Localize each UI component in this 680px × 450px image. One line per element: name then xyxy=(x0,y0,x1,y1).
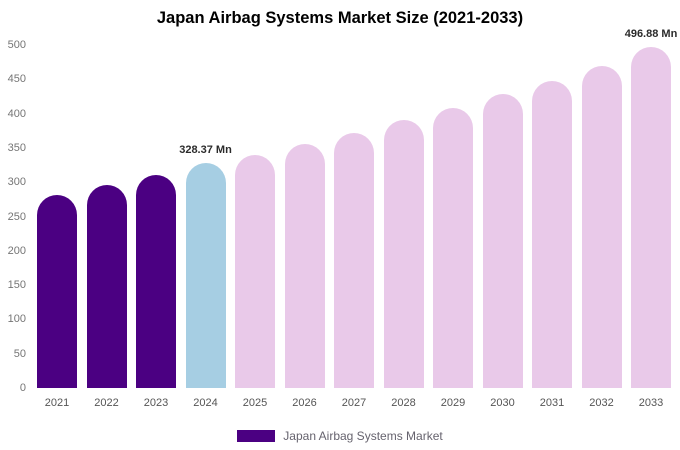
x-tick-label: 2032 xyxy=(589,397,614,409)
y-tick-label: 300 xyxy=(7,176,26,189)
legend-label: Japan Airbag Systems Market xyxy=(283,429,443,443)
x-tick-label: 2030 xyxy=(490,397,515,409)
bar-2033[interactable] xyxy=(631,47,671,388)
bar-2029[interactable] xyxy=(433,108,473,388)
bar-2027[interactable] xyxy=(334,132,374,388)
bar-2026[interactable] xyxy=(284,144,325,388)
bar-value-label: 328.37 Mn xyxy=(179,143,232,156)
legend[interactable]: Japan Airbag Systems Market xyxy=(0,429,680,443)
y-tick-label: 350 xyxy=(7,141,26,154)
x-tick-label: 2031 xyxy=(539,397,565,409)
bar-2023[interactable] xyxy=(136,175,176,388)
y-tick-label: 450 xyxy=(7,73,26,86)
bar-2030[interactable] xyxy=(482,94,523,388)
y-tick-label: 500 xyxy=(7,39,26,51)
x-tick-label: 2024 xyxy=(193,397,218,409)
x-tick-label: 2023 xyxy=(143,397,169,409)
bar-column: 2024 328.37 Mn xyxy=(179,45,232,409)
x-tick-label: 2033 xyxy=(638,397,664,409)
bar-column: 2032 xyxy=(581,45,622,409)
bar-2021[interactable] xyxy=(37,194,77,388)
x-tick-label: 2021 xyxy=(44,397,70,409)
bar-value-label: 496.88 Mn xyxy=(624,28,678,41)
bar-column: 2023 xyxy=(136,45,176,409)
bar-2031[interactable] xyxy=(532,80,572,388)
chart-title: Japan Airbag Systems Market Size (2021-2… xyxy=(156,9,524,27)
y-axis: 0 50 100 150 200 250 300 350 400 450 500 xyxy=(0,39,30,394)
bar-column: 2031 xyxy=(532,45,572,409)
x-tick-label: 2029 xyxy=(440,397,466,409)
bar-column: 2022 xyxy=(86,45,127,409)
x-tick-label: 2025 xyxy=(242,397,268,409)
bar-column: 2021 xyxy=(37,45,77,409)
bar-2024[interactable] xyxy=(185,162,226,388)
x-tick-label: 2022 xyxy=(94,397,119,409)
y-tick-label: 250 xyxy=(7,210,26,223)
legend-swatch-icon xyxy=(237,430,276,442)
bar-column: 2028 xyxy=(383,45,424,409)
y-tick-label: 400 xyxy=(7,107,26,120)
bar-column: 2025 xyxy=(235,45,275,409)
y-tick-label: 0 xyxy=(19,382,26,394)
y-tick-label: 200 xyxy=(7,244,26,257)
bar-column: 2027 xyxy=(334,45,374,409)
bar-column: 2026 xyxy=(284,45,325,409)
plot-area: 2021 2022 2023 2024 328.37 Mn 2025 2026 2027 202… xyxy=(37,28,678,409)
x-tick-label: 2027 xyxy=(341,397,367,409)
bar-2022[interactable] xyxy=(86,184,127,388)
y-tick-label: 150 xyxy=(7,279,26,292)
bar-column: 2030 xyxy=(482,45,523,409)
bar-2025[interactable] xyxy=(235,154,275,388)
bar-2028[interactable] xyxy=(383,120,424,388)
x-tick-label: 2026 xyxy=(292,397,317,409)
y-tick-label: 100 xyxy=(7,313,26,326)
bar-column: 2029 xyxy=(433,45,473,409)
x-tick-label: 2028 xyxy=(391,397,416,409)
bar-column: 2033 496.88 Mn xyxy=(625,28,678,409)
bar-2032[interactable] xyxy=(581,65,622,388)
y-tick-label: 50 xyxy=(13,347,26,360)
